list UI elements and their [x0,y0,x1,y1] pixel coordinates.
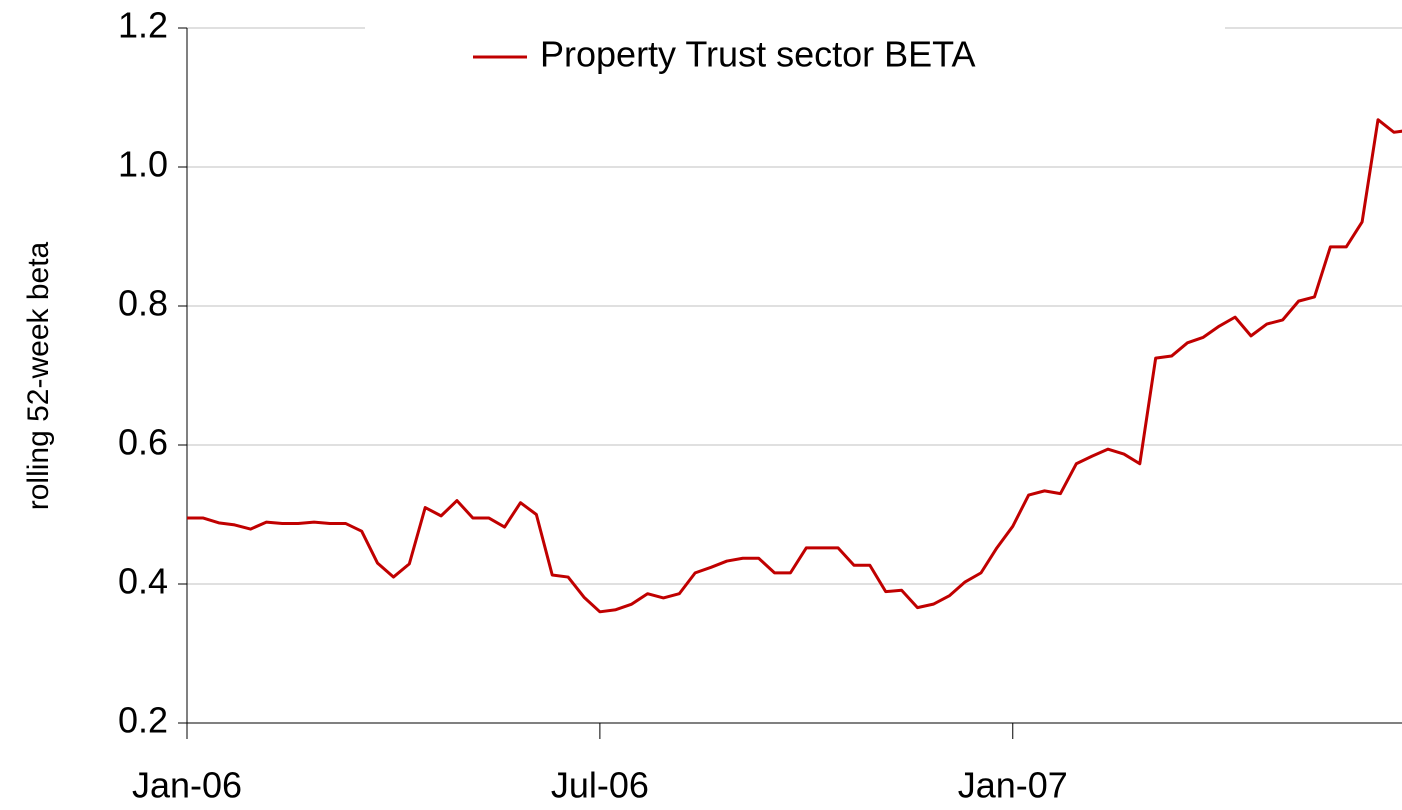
grid [187,27,1402,724]
axes: 0.2 0.4 0.6 0.8 1.0 1.2 Jan-06 Jul-06 Jan-07 [118,5,1402,806]
legend: Property Trust sector BETA [365,27,1225,87]
legend-label: Property Trust sector BETA [540,34,975,75]
y-axis-label: rolling 52-week beta [22,241,55,510]
y-tick-label: 1.0 [118,144,168,185]
y-tick-label: 0.6 [118,422,168,463]
plot-area [187,118,1402,614]
x-tick-label: Jan-07 [958,765,1068,806]
y-tick-label: 1.2 [118,5,168,46]
data-line [187,118,1402,614]
y-tick-label: 0.2 [118,700,168,741]
x-tick-label: Jul-06 [551,765,649,806]
y-tick-label: 0.4 [118,561,168,602]
y-tick-label: 0.8 [118,283,168,324]
x-tick-label: Jan-06 [132,765,242,806]
